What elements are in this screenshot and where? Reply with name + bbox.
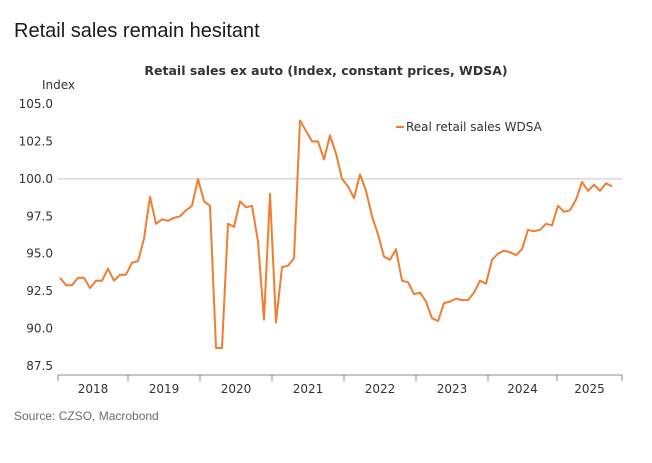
- y-tick-label: 95.0: [26, 247, 53, 261]
- legend-label: Real retail sales WDSA: [406, 120, 543, 134]
- chart-title: Retail sales ex auto (Index, constant pr…: [144, 63, 507, 78]
- y-tick-label: 100.0: [19, 172, 53, 186]
- page-title: Retail sales remain hesitant: [14, 20, 260, 42]
- x-tick-label: 2024: [507, 382, 538, 396]
- x-tick-label: 2018: [78, 382, 109, 396]
- x-tick-label: 2022: [365, 382, 396, 396]
- y-tick-label: 102.5: [19, 134, 53, 148]
- legend: Real retail sales WDSA: [396, 120, 543, 134]
- y-tick-label: 97.5: [26, 209, 53, 223]
- x-tick-label: 2019: [149, 382, 180, 396]
- x-tick-label: 2023: [437, 382, 468, 396]
- x-tick-label: 2025: [574, 382, 605, 396]
- y-tick-label: 92.5: [26, 284, 53, 298]
- y-tick-label: 90.0: [26, 322, 53, 336]
- y-tick-label: 87.5: [26, 359, 53, 373]
- y-tick-label: 105.0: [19, 97, 53, 111]
- x-tick-label: 2021: [293, 382, 324, 396]
- source-note: Source: CZSO, Macrobond: [14, 409, 159, 423]
- x-tick-label: 2020: [221, 382, 252, 396]
- series-line-real-retail-sales: [59, 119, 613, 349]
- y-axis-label: Index: [42, 78, 75, 92]
